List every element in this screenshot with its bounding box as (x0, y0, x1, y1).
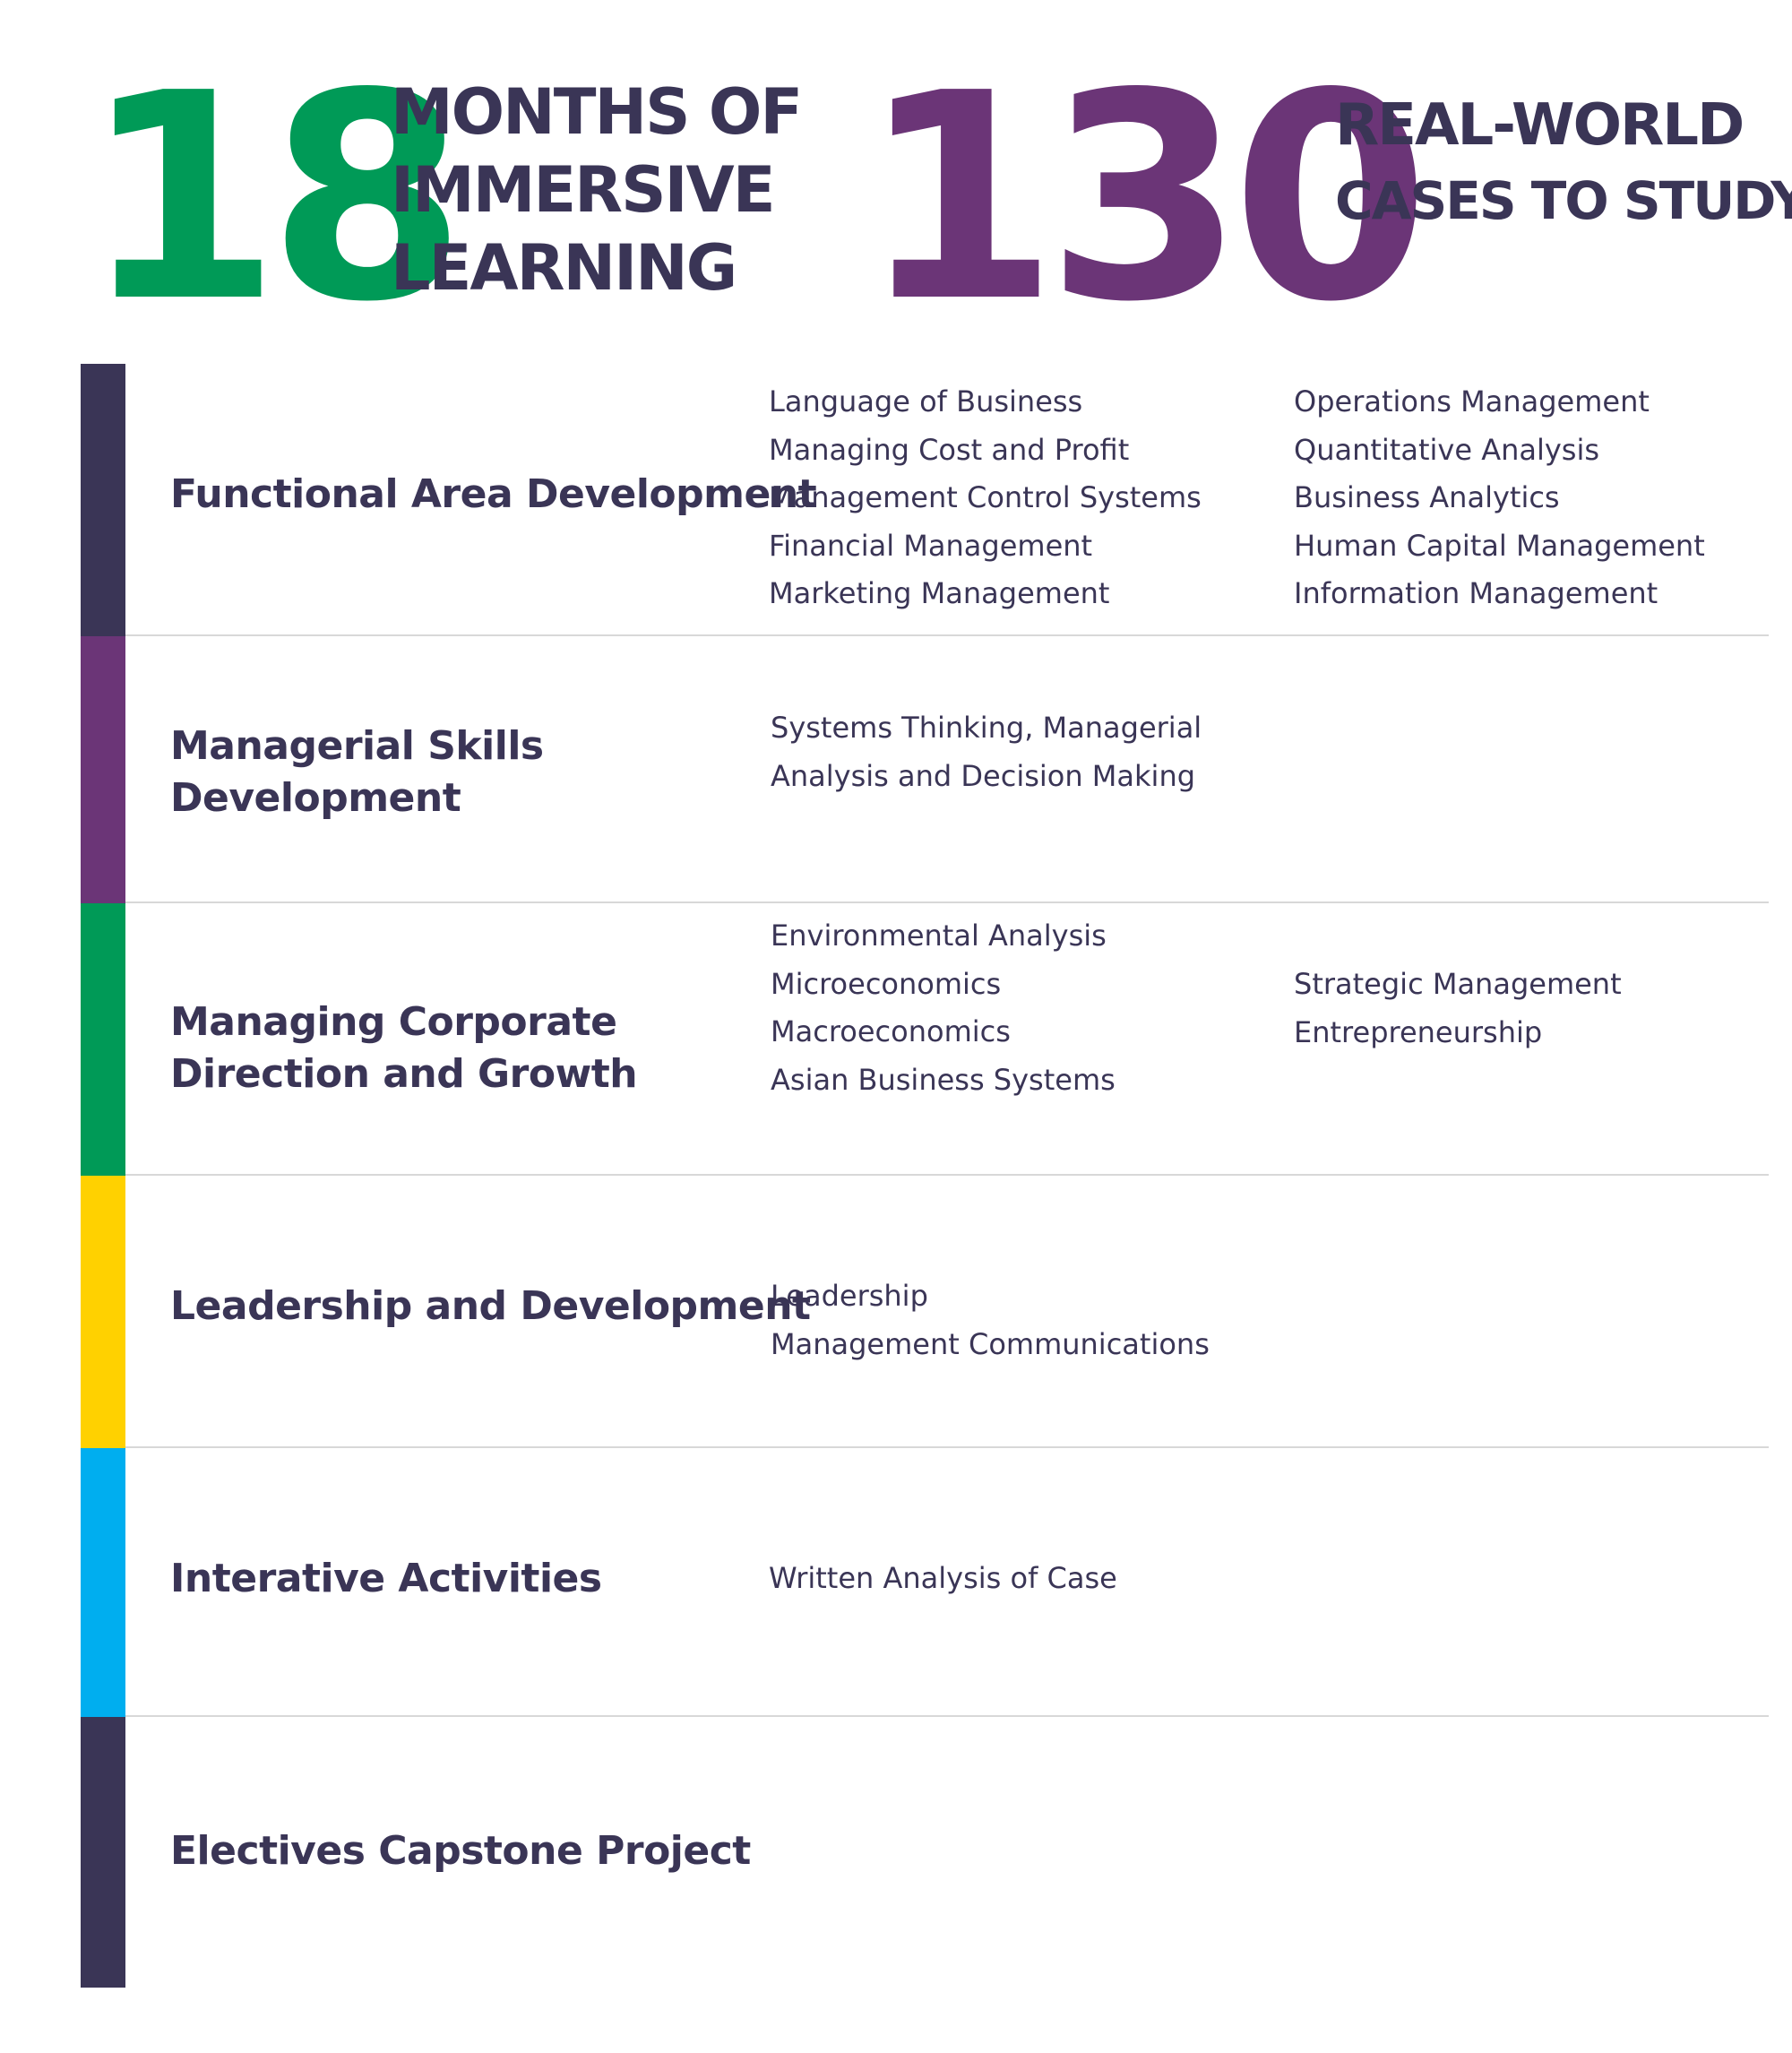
curriculum-row: Managerial Skills Development Systems Thin… (0, 636, 1792, 903)
course-item: Human Capital Management (1294, 528, 1705, 563)
row-divider (125, 1446, 1769, 1448)
category-title-line: Development (170, 775, 461, 821)
category-title-line: Electives Capstone Project (170, 1828, 751, 1874)
course-list: Operations Management Quantitative Analys… (1294, 378, 1705, 618)
course-list: Written Analysis of Case (769, 1555, 1117, 1603)
category-color-bar (81, 364, 125, 636)
course-item: Financial Management (769, 528, 1093, 563)
course-item: Language of Business (769, 384, 1083, 418)
course-list: Strategic Management Entrepreneurship (1294, 961, 1622, 1057)
category-title: Managing Corporate Direction and Growth (170, 996, 638, 1100)
category-title: Interative Activities (170, 1553, 602, 1605)
category-title: Managerial Skills Development (170, 720, 544, 824)
course-list: Language of Business Managing Cost and Pr… (769, 378, 1202, 618)
stat-caption-line: REAL-WORLD (1335, 92, 1745, 159)
curriculum-row: Interative Activities Written Analysis of… (0, 1448, 1792, 1717)
stat-caption-line: MONTHS OF (391, 75, 803, 149)
course-item: Environmental Analysis (771, 919, 1107, 953)
stat-caption: MONTHS OF IMMERSIVE LEARNING (391, 73, 803, 307)
course-item: Entrepreneurship (1294, 1014, 1543, 1049)
category-color-bar (81, 1448, 125, 1717)
course-item: Management Communications (771, 1326, 1210, 1361)
course-item: Business Analytics (1294, 480, 1560, 514)
course-item: Marketing Management (769, 576, 1110, 610)
course-item: Written Analysis of Case (769, 1561, 1117, 1595)
category-color-bar (81, 1717, 125, 1988)
course-item: Leadership (771, 1279, 928, 1313)
curriculum-row: Electives Capstone Project (0, 1717, 1792, 1988)
category-color-bar (81, 903, 125, 1176)
curriculum-row: Functional Area Development Language of B… (0, 364, 1792, 636)
course-item: Systems Thinking, Managerial (771, 711, 1202, 745)
category-title-line: Managerial Skills (170, 723, 544, 769)
row-divider (125, 1174, 1769, 1176)
course-item: Managing Cost and Profit (769, 432, 1130, 467)
course-list: Systems Thinking, Managerial Analysis and… (771, 704, 1202, 800)
category-title: Electives Capstone Project (170, 1825, 751, 1877)
course-item: Analysis and Decision Making (771, 758, 1196, 793)
category-title: Functional Area Development (170, 469, 817, 521)
stat-caption-line: LEARNING (391, 231, 737, 305)
hero-stats: 18 MONTHS OF IMMERSIVE LEARNING 130 REAL… (0, 0, 1792, 358)
course-item: Strategic Management (1294, 967, 1622, 1001)
category-color-bar (81, 636, 125, 903)
category-title-line: Interative Activities (170, 1556, 602, 1601)
course-item: Information Management (1294, 576, 1658, 610)
course-item: Microeconomics (771, 966, 1002, 1001)
stat-caption: REAL-WORLD CASES TO STUDY (1335, 88, 1792, 238)
row-divider (125, 1715, 1769, 1717)
category-title-line: Leadership and Development (170, 1283, 811, 1329)
course-item: Management Control Systems (769, 480, 1202, 514)
category-title-line: Managing Corporate (170, 999, 617, 1045)
course-list: Environmental Analysis Microeconomics Macr… (771, 912, 1116, 1104)
stat-caption-line: IMMERSIVE (391, 153, 776, 227)
category-color-bar (81, 1176, 125, 1448)
category-title: Leadership and Development (170, 1281, 811, 1333)
course-item: Operations Management (1294, 384, 1650, 418)
stat-number: 18 (82, 32, 467, 364)
stat-number: 130 (860, 32, 1430, 364)
curriculum-row: Managing Corporate Direction and Growth En… (0, 903, 1792, 1176)
row-divider (125, 634, 1769, 636)
course-list: Leadership Management Communications (771, 1272, 1210, 1368)
category-title-line: Functional Area Development (170, 471, 817, 517)
stat-caption-line: CASES TO STUDY (1335, 170, 1792, 231)
course-item: Asian Business Systems (771, 1062, 1116, 1097)
row-divider (125, 901, 1769, 903)
curriculum-row: Leadership and Development Leadership Mana… (0, 1176, 1792, 1448)
category-title-line: Direction and Growth (170, 1051, 638, 1097)
course-item: Macroeconomics (771, 1014, 1011, 1048)
course-item: Quantitative Analysis (1294, 432, 1600, 467)
